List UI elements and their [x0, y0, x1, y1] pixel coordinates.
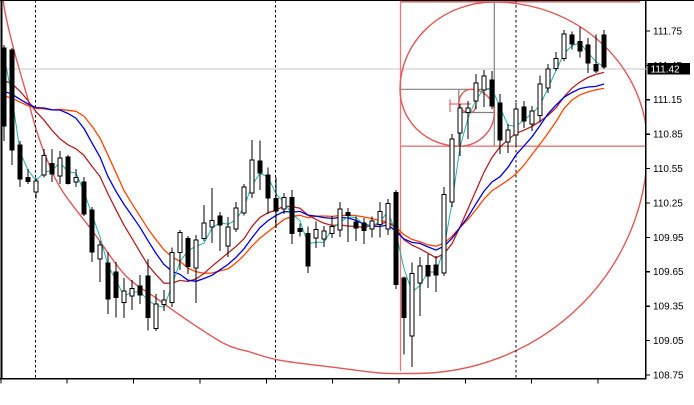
svg-text:108.75: 108.75	[653, 370, 684, 381]
svg-text:111.42: 111.42	[651, 65, 681, 76]
svg-text:109.65: 109.65	[653, 267, 684, 278]
svg-text:109.95: 109.95	[653, 233, 684, 244]
svg-text:110.55: 110.55	[653, 164, 683, 175]
svg-text:109.05: 109.05	[653, 336, 684, 347]
svg-text:109.35: 109.35	[653, 302, 684, 313]
svg-text:111.75: 111.75	[653, 26, 683, 37]
svg-text:110.85: 110.85	[653, 130, 683, 141]
svg-text:110.25: 110.25	[653, 198, 683, 209]
svg-text:111.15: 111.15	[653, 95, 683, 106]
